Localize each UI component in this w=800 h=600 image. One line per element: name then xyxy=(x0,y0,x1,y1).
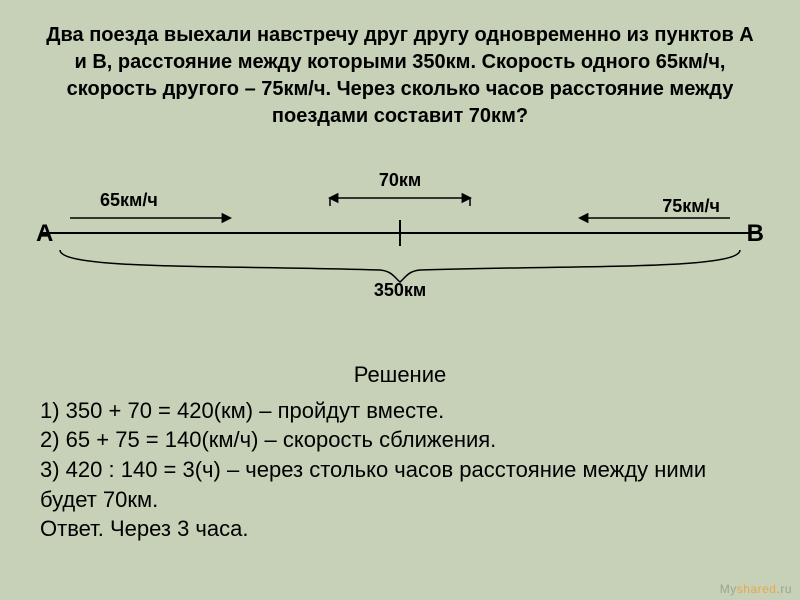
solution-heading: Решение xyxy=(40,360,760,390)
watermark-a: My xyxy=(720,582,737,596)
solution-answer: Ответ. Через 3 часа. xyxy=(40,514,760,544)
diagram-svg xyxy=(40,170,760,320)
solution-step-2: 2) 65 + 75 = 140(км/ч) – скорость сближе… xyxy=(40,425,760,455)
watermark-c: .ru xyxy=(776,582,792,596)
solution-step-1: 1) 350 + 70 = 420(км) – пройдут вместе. xyxy=(40,396,760,426)
solution-step-3: 3) 420 : 140 = 3(ч) – через столько часо… xyxy=(40,455,760,514)
watermark-b: shared xyxy=(737,582,777,596)
solution-block: Решение 1) 350 + 70 = 420(км) – пройдут … xyxy=(40,360,760,544)
watermark: Myshared.ru xyxy=(720,582,792,596)
problem-title: Два поезда выехали навстречу друг другу … xyxy=(0,0,800,130)
diagram: А В 65км/ч 75км/ч 70км 350км xyxy=(40,170,760,320)
